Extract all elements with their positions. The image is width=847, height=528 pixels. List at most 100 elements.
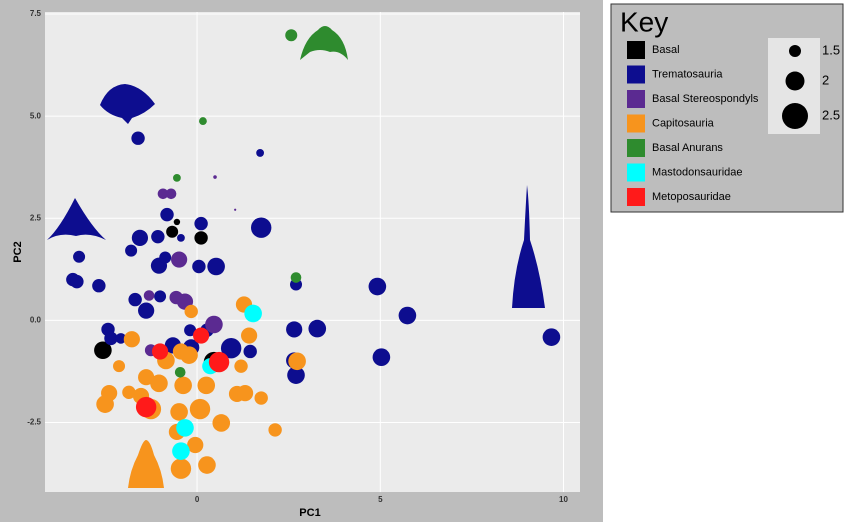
point [154, 290, 167, 303]
point [192, 259, 206, 274]
size-legend-label: 1.5 [822, 42, 840, 57]
point [135, 396, 157, 418]
legend-swatch [627, 163, 645, 182]
legend-swatch [627, 139, 645, 157]
silhouette [128, 440, 164, 488]
point [187, 436, 204, 454]
point [197, 376, 216, 395]
point [194, 216, 208, 231]
legend-label: Basal [652, 44, 680, 56]
point [115, 333, 127, 344]
point [268, 423, 282, 437]
point [398, 306, 417, 325]
point [70, 274, 84, 289]
point [288, 352, 306, 371]
point [160, 207, 174, 222]
point [244, 304, 262, 323]
point [193, 327, 210, 344]
silhouette [300, 26, 348, 60]
size-legend-mark [789, 45, 801, 57]
point [290, 272, 302, 283]
legend-swatch [627, 65, 645, 84]
point [198, 456, 216, 474]
silhouette [512, 185, 545, 308]
point [199, 117, 207, 125]
point [174, 367, 186, 378]
point [172, 442, 190, 460]
point [236, 385, 254, 402]
point [234, 208, 237, 211]
size-legend-label: 2 [822, 72, 829, 87]
points [66, 29, 561, 479]
point [208, 351, 230, 373]
y-tick-label: 0.0 [30, 316, 42, 325]
legend-title: Key [620, 6, 668, 37]
point [170, 458, 192, 479]
point [173, 173, 181, 182]
point [285, 29, 298, 42]
point [122, 385, 136, 400]
legend-swatch [627, 90, 645, 108]
point [308, 319, 327, 338]
point [131, 229, 149, 247]
point [177, 234, 185, 242]
point [372, 348, 391, 366]
point [171, 251, 188, 268]
point [189, 398, 211, 420]
point [212, 414, 231, 432]
legend-swatch [627, 41, 645, 59]
point [176, 419, 194, 437]
y-tick-label: -2.5 [27, 418, 41, 427]
y-tick-label: 5.0 [30, 111, 42, 120]
y-axis-label: PC2 [12, 241, 24, 262]
point [184, 324, 197, 337]
point [159, 251, 172, 264]
legend-label: Trematosauria [652, 68, 723, 80]
size-legend-label: 2.5 [822, 107, 840, 122]
x-tick-label: 10 [559, 495, 568, 504]
point [368, 277, 387, 296]
point [128, 292, 142, 307]
point [73, 250, 86, 263]
point [287, 366, 305, 384]
point [151, 343, 169, 360]
point [131, 131, 145, 145]
point [174, 376, 192, 395]
point [96, 395, 114, 413]
point [542, 328, 561, 346]
legend-label: Metoposauridae [652, 191, 731, 203]
point [286, 321, 303, 338]
point [243, 344, 257, 359]
legend-label: Basal Stereospondyls [652, 93, 759, 105]
point [125, 244, 138, 257]
point [92, 279, 106, 293]
point [180, 346, 198, 364]
point [250, 217, 272, 238]
point [138, 302, 155, 319]
y-tick-label: 7.5 [30, 9, 42, 18]
point [165, 188, 177, 200]
point [205, 315, 223, 334]
point [113, 360, 126, 373]
point [151, 229, 165, 244]
point [170, 403, 188, 421]
size-legend-mark [785, 71, 805, 91]
point [220, 338, 242, 359]
point [234, 359, 248, 373]
point [143, 290, 155, 301]
point [150, 374, 168, 393]
y-tick-label: 2.5 [30, 213, 42, 222]
point [207, 257, 225, 276]
legend-swatch [627, 188, 645, 206]
point [104, 331, 118, 346]
point [194, 231, 208, 245]
point [123, 331, 140, 348]
point [173, 218, 181, 226]
point [166, 225, 179, 238]
x-axis-label: PC1 [299, 507, 320, 519]
point [157, 188, 169, 200]
point [241, 327, 258, 344]
legend-swatch [627, 114, 645, 133]
panel [45, 12, 580, 492]
